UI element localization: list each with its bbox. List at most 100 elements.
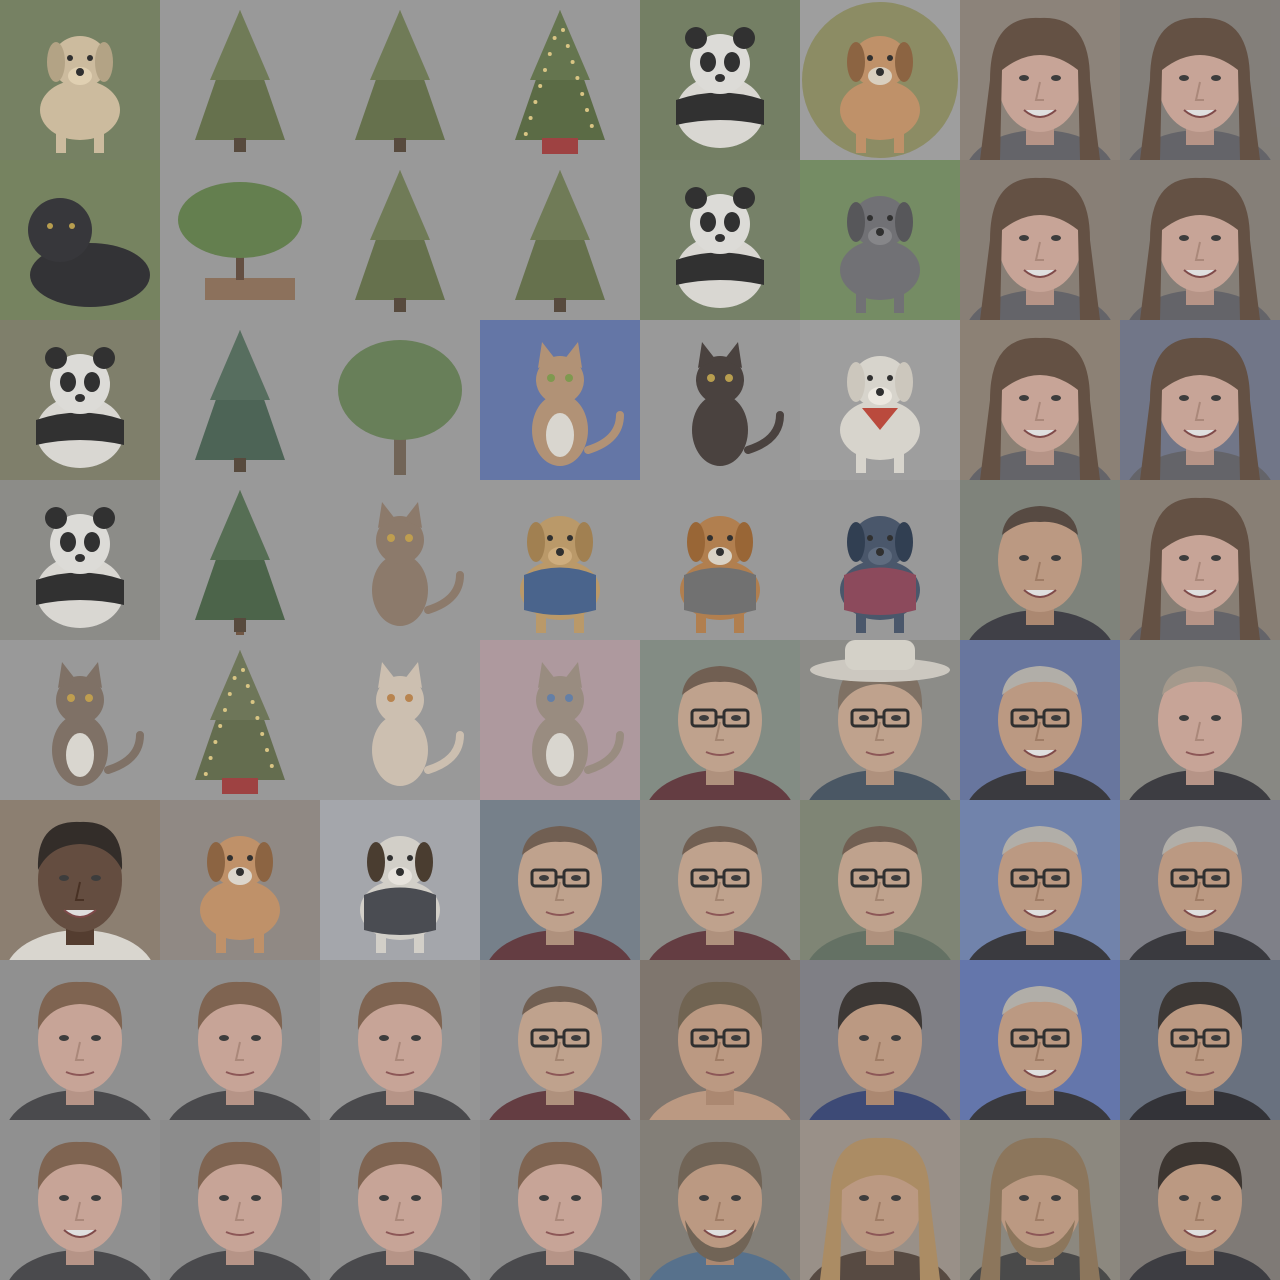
older-man-glasses-image	[960, 960, 1120, 1120]
spruce-tree-image	[160, 320, 320, 480]
grid-tile-panda-cub	[0, 320, 160, 480]
grid-tile-bonsai-tree	[160, 160, 320, 320]
man-glasses-image	[480, 960, 640, 1120]
tabby-cat-standing-image	[320, 480, 480, 640]
grid-tile-spruce-tree	[160, 320, 320, 480]
grid-tile-kitten	[0, 640, 160, 800]
panda-image	[640, 160, 800, 320]
grid-tile-panda	[640, 160, 800, 320]
man-face-image	[960, 480, 1120, 640]
grid-tile-man-glasses	[480, 800, 640, 960]
grid-tile-young-man-smiling	[0, 1120, 160, 1280]
grid-tile-small-christmas-tree	[160, 640, 320, 800]
grid-tile-british-cat	[320, 640, 480, 800]
grid-tile-golden-retriever-dog	[0, 0, 160, 160]
older-man-glasses-image	[960, 800, 1120, 960]
man-blond-image	[800, 1120, 960, 1280]
young-man-image	[0, 960, 160, 1120]
golden-retriever-dog-image	[0, 0, 160, 160]
grid-tile-older-man-glasses	[960, 800, 1120, 960]
kitten-image	[0, 640, 160, 800]
sphynx-cat-image	[640, 320, 800, 480]
grid-tile-grumpy-cat	[480, 640, 640, 800]
woman-face-image	[960, 0, 1120, 160]
woman-face-image	[1120, 480, 1280, 640]
grid-tile-man-face	[960, 480, 1120, 640]
grid-tile-man-glasses-suit	[1120, 960, 1280, 1120]
small-christmas-tree-image	[160, 640, 320, 800]
grid-tile-dog-snow-coat	[320, 800, 480, 960]
british-cat-image	[320, 640, 480, 800]
grid-tile-man-glasses	[480, 960, 640, 1120]
grid-tile-older-man-glasses	[1120, 800, 1280, 960]
great-dane-dog-image	[800, 160, 960, 320]
young-man-image	[480, 1120, 640, 1280]
dog-police-costume-image	[480, 480, 640, 640]
man-long-hair-image	[960, 1120, 1120, 1280]
grid-tile-sheltie-dog-vest	[640, 480, 800, 640]
grid-tile-beagle-circle	[800, 0, 960, 160]
man-glasses-hat-image	[800, 640, 960, 800]
grid-tile-man-suit	[800, 960, 960, 1120]
beagle-circle-image	[800, 0, 960, 160]
grid-tile-man-smiling	[0, 800, 160, 960]
grid-tile-panda-climbing	[0, 480, 160, 640]
grid-tile-older-man-glasses	[960, 640, 1120, 800]
grid-tile-young-man	[320, 960, 480, 1120]
calico-cat-image	[480, 320, 640, 480]
panda-climbing-image	[0, 480, 160, 640]
christmas-tree-image	[160, 0, 320, 160]
young-man-image	[160, 1120, 320, 1280]
grid-tile-woman-face	[960, 320, 1120, 480]
young-man-image	[320, 960, 480, 1120]
man-glasses-eating-image	[800, 800, 960, 960]
grid-tile-older-man-glasses	[960, 960, 1120, 1120]
older-man-image	[1120, 640, 1280, 800]
grid-tile-woman-face	[1120, 480, 1280, 640]
grid-tile-tabby-cat-standing	[320, 480, 480, 640]
man-glasses-image	[640, 640, 800, 800]
man-glasses-image	[640, 800, 800, 960]
christmas-tree-image	[320, 160, 480, 320]
grid-tile-man-glasses	[640, 640, 800, 800]
grid-tile-calico-cat	[480, 320, 640, 480]
grid-tile-woman-face	[960, 160, 1120, 320]
grid-tile-dog-police-costume	[480, 480, 640, 640]
woman-face-image	[1120, 0, 1280, 160]
grid-tile-man-blond	[800, 1120, 960, 1280]
panda-in-tree-image	[640, 0, 800, 160]
grid-tile-westie-dog	[800, 320, 960, 480]
man-glasses-image	[480, 800, 640, 960]
grid-tile-young-man	[320, 1120, 480, 1280]
man-beard-image	[640, 1120, 800, 1280]
greyhound-harness-image	[800, 480, 960, 640]
grid-tile-young-man	[160, 960, 320, 1120]
grumpy-cat-image	[480, 640, 640, 800]
grid-tile-christmas-tree	[320, 160, 480, 320]
beagle-puppy-image	[160, 800, 320, 960]
bonsai-tree-image	[160, 160, 320, 320]
grid-tile-man-dark-hair	[1120, 1120, 1280, 1280]
grid-tile-woman-face	[960, 0, 1120, 160]
grid-tile-man-glasses-hat	[800, 640, 960, 800]
grid-tile-christmas-tree	[480, 160, 640, 320]
grid-tile-christmas-tree	[320, 0, 480, 160]
grid-tile-christmas-tree	[160, 0, 320, 160]
grid-tile-christmas-tree-lit	[480, 0, 640, 160]
man-smiling-image	[0, 800, 160, 960]
man-suit-image	[800, 960, 960, 1120]
grid-tile-greyhound-harness	[800, 480, 960, 640]
grid-tile-young-man	[480, 1120, 640, 1280]
grid-tile-panda-in-tree	[640, 0, 800, 160]
woman-face-image	[1120, 320, 1280, 480]
grid-tile-man-beard	[640, 1120, 800, 1280]
young-man-image	[320, 1120, 480, 1280]
pine-tree-image	[160, 480, 320, 640]
christmas-tree-image	[320, 0, 480, 160]
grid-tile-black-panther	[0, 160, 160, 320]
young-man-image	[160, 960, 320, 1120]
man-glasses-suit-image	[1120, 960, 1280, 1120]
grid-tile-sphynx-cat	[640, 320, 800, 480]
grid-tile-woman-face	[1120, 160, 1280, 320]
